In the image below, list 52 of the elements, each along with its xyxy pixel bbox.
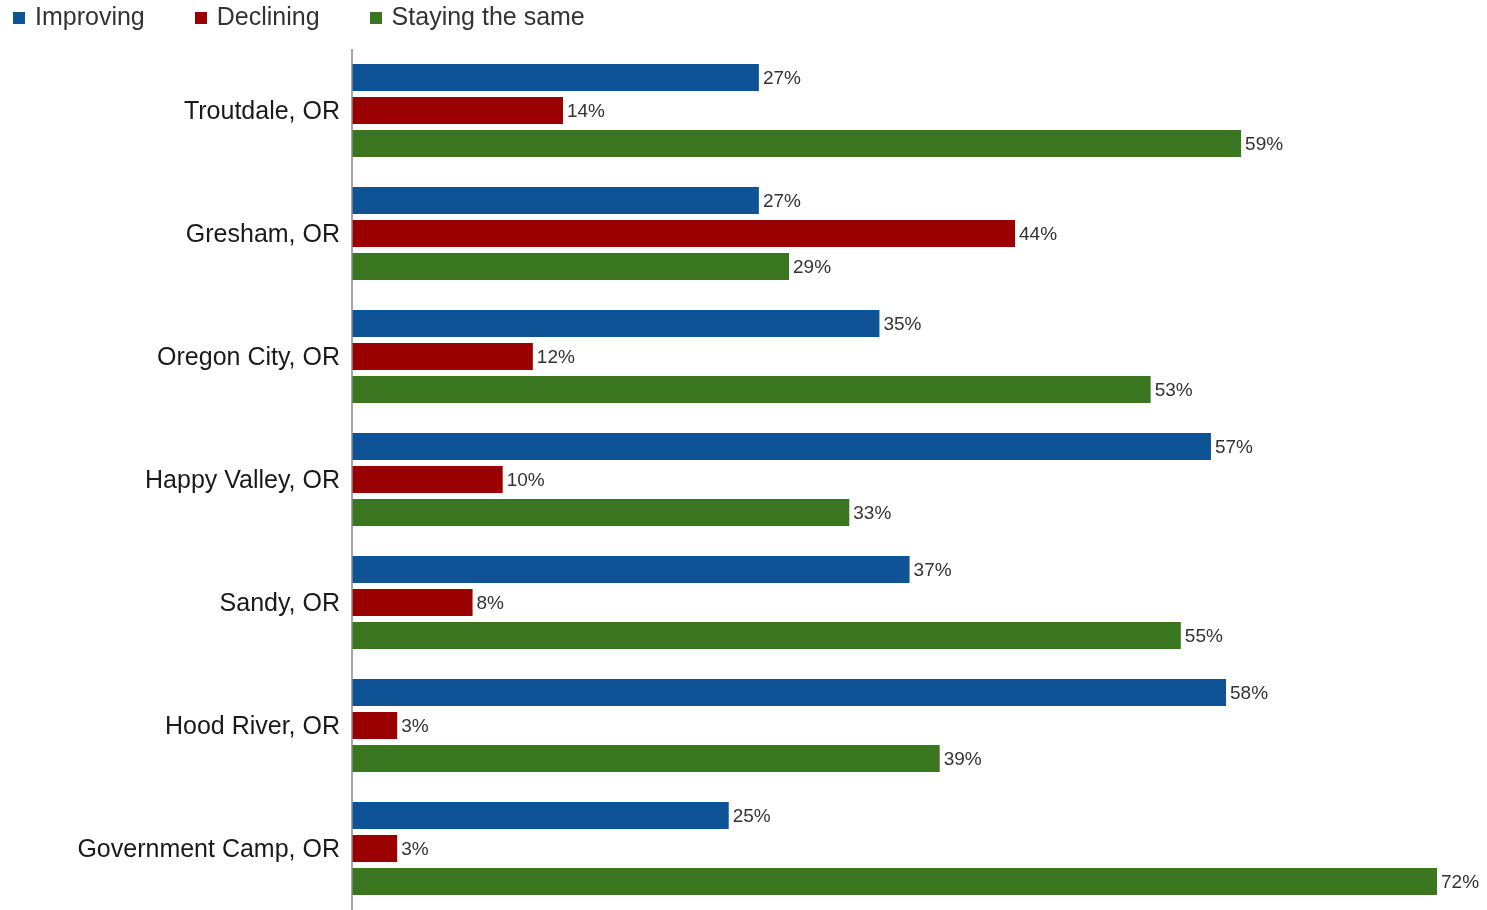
bar bbox=[352, 220, 1016, 247]
legend-label: Declining bbox=[216, 2, 320, 30]
bar bbox=[352, 679, 1227, 706]
data-label: 3% bbox=[401, 838, 429, 860]
legend-label: Staying the same bbox=[391, 2, 585, 30]
data-label: 37% bbox=[913, 559, 952, 581]
bar bbox=[352, 712, 398, 739]
data-label: 53% bbox=[1154, 379, 1193, 401]
y-tick-label: Government Camp, OR bbox=[77, 834, 340, 863]
bar bbox=[352, 622, 1181, 649]
bar bbox=[352, 589, 473, 616]
data-label: 12% bbox=[536, 346, 575, 368]
data-label: 25% bbox=[732, 805, 771, 827]
bar bbox=[352, 868, 1437, 895]
bar bbox=[352, 466, 503, 493]
data-label: 44% bbox=[1019, 223, 1058, 245]
data-label: 14% bbox=[566, 100, 606, 122]
bar bbox=[352, 556, 910, 583]
data-label: 3% bbox=[401, 715, 429, 737]
data-label: 27% bbox=[762, 67, 802, 89]
bar bbox=[352, 499, 850, 526]
bar bbox=[352, 343, 533, 370]
y-tick-label: Troutdale, OR bbox=[183, 96, 340, 125]
data-label: 27% bbox=[762, 190, 802, 212]
data-label: 57% bbox=[1214, 436, 1254, 458]
y-tick-label: Sandy, OR bbox=[219, 588, 340, 617]
bar bbox=[352, 745, 940, 772]
bar bbox=[352, 802, 729, 829]
legend-label: Improving bbox=[35, 2, 145, 30]
bar bbox=[352, 310, 880, 337]
data-label: 59% bbox=[1245, 133, 1284, 155]
bar bbox=[352, 187, 759, 214]
y-tick-label: Gresham, OR bbox=[185, 219, 340, 248]
y-tick-label: Happy Valley, OR bbox=[145, 465, 340, 494]
data-label: 58% bbox=[1230, 682, 1269, 704]
bar bbox=[352, 130, 1242, 157]
data-label: 35% bbox=[883, 313, 922, 335]
bar bbox=[352, 64, 759, 91]
data-label: 8% bbox=[476, 592, 505, 614]
bar bbox=[352, 97, 563, 124]
data-label: 39% bbox=[943, 748, 982, 770]
data-label: 72% bbox=[1441, 871, 1480, 893]
bar bbox=[352, 433, 1211, 460]
data-label: 10% bbox=[506, 469, 545, 491]
y-tick-label: Oregon City, OR bbox=[157, 342, 340, 371]
bar bbox=[352, 835, 398, 862]
y-tick-label: Hood River, OR bbox=[164, 711, 340, 740]
data-label: 29% bbox=[793, 256, 832, 278]
bar bbox=[352, 376, 1151, 403]
data-label: 55% bbox=[1184, 625, 1223, 647]
bar bbox=[352, 253, 790, 280]
data-label: 33% bbox=[853, 502, 892, 524]
